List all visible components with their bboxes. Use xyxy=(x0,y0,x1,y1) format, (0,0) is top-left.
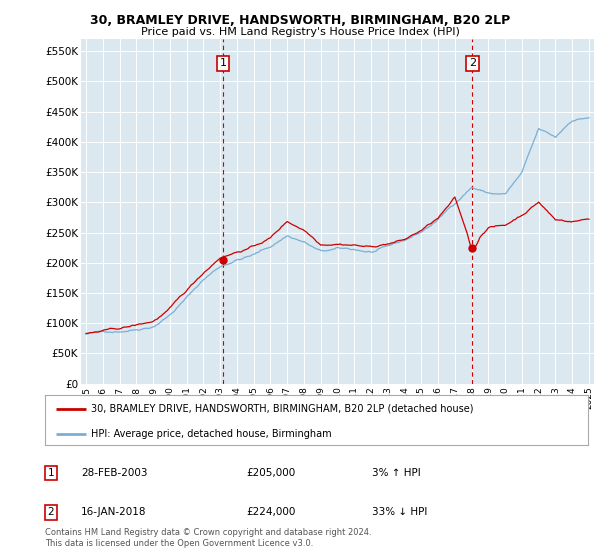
Text: 28-FEB-2003: 28-FEB-2003 xyxy=(81,468,148,478)
Text: £224,000: £224,000 xyxy=(246,507,295,517)
Text: 16-JAN-2018: 16-JAN-2018 xyxy=(81,507,146,517)
Text: Contains HM Land Registry data © Crown copyright and database right 2024.
This d: Contains HM Land Registry data © Crown c… xyxy=(45,528,371,548)
Text: 33% ↓ HPI: 33% ↓ HPI xyxy=(372,507,427,517)
Text: 2: 2 xyxy=(469,58,476,68)
Text: 30, BRAMLEY DRIVE, HANDSWORTH, BIRMINGHAM, B20 2LP (detached house): 30, BRAMLEY DRIVE, HANDSWORTH, BIRMINGHA… xyxy=(91,404,473,414)
Text: HPI: Average price, detached house, Birmingham: HPI: Average price, detached house, Birm… xyxy=(91,429,332,439)
Text: 3% ↑ HPI: 3% ↑ HPI xyxy=(372,468,421,478)
Text: 2: 2 xyxy=(47,507,55,517)
Text: Price paid vs. HM Land Registry's House Price Index (HPI): Price paid vs. HM Land Registry's House … xyxy=(140,27,460,37)
Text: £205,000: £205,000 xyxy=(246,468,295,478)
Text: 1: 1 xyxy=(47,468,55,478)
Text: 1: 1 xyxy=(220,58,226,68)
Text: 30, BRAMLEY DRIVE, HANDSWORTH, BIRMINGHAM, B20 2LP: 30, BRAMLEY DRIVE, HANDSWORTH, BIRMINGHA… xyxy=(90,14,510,27)
